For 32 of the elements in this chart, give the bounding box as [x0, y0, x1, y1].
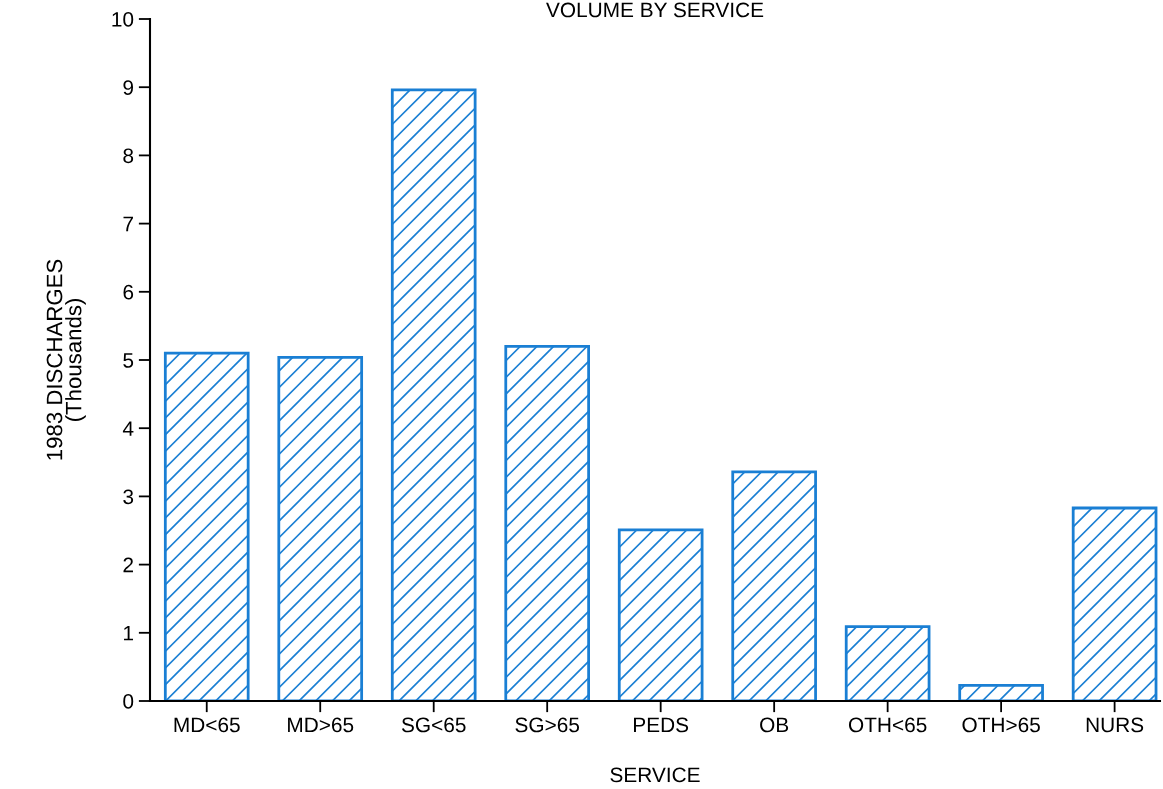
y-tick-label: 8	[123, 148, 134, 164]
x-tick-label: PEDS	[634, 717, 689, 733]
x-tick-label: OB	[760, 717, 789, 733]
chart-title: VOLUME BY SERVICE	[546, 2, 764, 18]
y-tick-label: 7	[123, 216, 133, 232]
x-tick-label: OTH<65	[848, 717, 927, 733]
y-tick-label: 3	[123, 489, 134, 505]
y-tick-label: 9	[123, 80, 134, 95]
x-tick-label: MD>65	[288, 717, 354, 733]
x-tick-label: NURS	[1086, 717, 1144, 733]
bar	[844, 625, 931, 701]
bar	[504, 344, 590, 701]
bar	[277, 355, 364, 701]
bar	[390, 88, 477, 701]
y-tick-label: 6	[123, 284, 134, 300]
bar	[731, 470, 817, 701]
x-tick-label: MD<65	[174, 717, 240, 733]
y-axis-title: 1983 DISCHARGES (Thousands)	[46, 259, 86, 460]
y-tick-label: 0	[123, 694, 134, 709]
bar	[617, 528, 704, 701]
bar	[163, 351, 250, 701]
bar	[1071, 506, 1158, 701]
x-axis-title: SERVICE	[610, 767, 700, 783]
x-tick-label: SG>65	[515, 717, 580, 733]
bar	[958, 683, 1044, 701]
y-tick-label: 2	[123, 557, 133, 573]
y-tick-label: 4	[122, 421, 134, 436]
y-tick-label: 10	[112, 12, 134, 27]
x-tick-label: OTH>65	[962, 717, 1040, 733]
y-tick-label: 1	[124, 626, 134, 641]
y-tick-label: 5	[123, 353, 134, 368]
x-tick-label: SG<65	[401, 717, 466, 733]
